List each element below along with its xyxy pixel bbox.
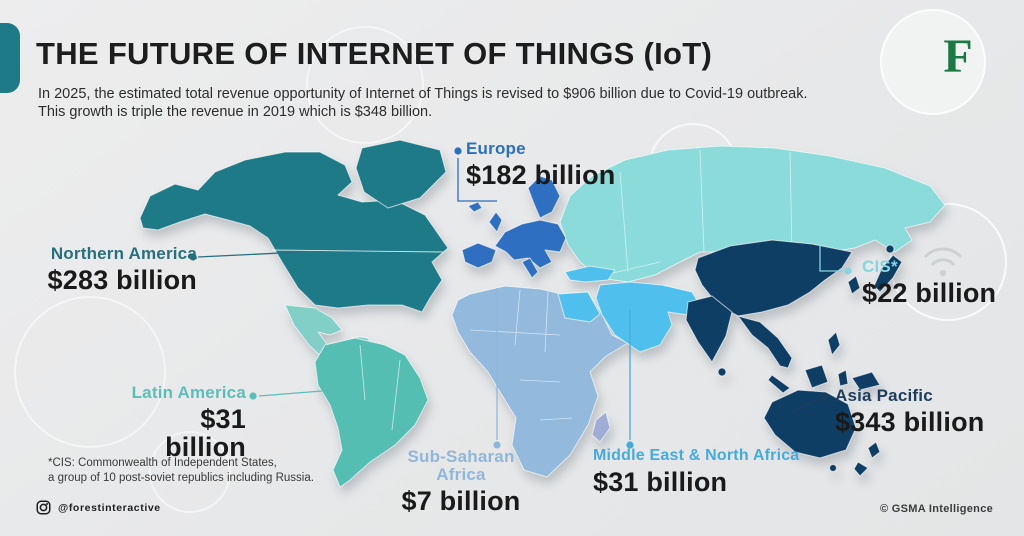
region-name: Middle East & North Africa: [593, 447, 800, 464]
region-europe: [461, 175, 567, 279]
region-asia-pacific: [685, 239, 903, 477]
region-cis: [559, 145, 946, 283]
region-value: $182 billion: [466, 159, 616, 190]
region-latin-america: [314, 337, 429, 488]
region-name: Latin America: [131, 383, 246, 402]
region-value: $283 billion: [47, 264, 197, 295]
label-middle-east-north-africa: Middle East & North Africa $31 billion: [593, 447, 800, 497]
region-name: Europe: [466, 139, 526, 158]
footnote-line-2: a group of 10 post-soviet republics incl…: [48, 471, 314, 484]
region-australia: [763, 389, 857, 459]
label-europe: Europe $182 billion: [466, 139, 616, 190]
label-latin-america: Latin America $31 billion: [118, 384, 246, 462]
page-subtitle: In 2025, the estimated total revenue opp…: [38, 86, 898, 121]
source-credit: © GSMA Intelligence: [880, 503, 994, 515]
region-new-zealand: [867, 441, 881, 459]
region-northern-america: [139, 139, 449, 313]
footer-social: @forestinteractive: [36, 500, 161, 515]
region-value: $22 billion: [862, 277, 997, 308]
region-japan: [873, 254, 903, 293]
region-middle-east-north-africa: [557, 265, 701, 353]
region-name: CIS*: [862, 257, 898, 276]
footnote-line-1: *CIS: Commonwealth of Independent States…: [48, 457, 277, 469]
label-northern-america: Northern America $283 billion: [40, 244, 197, 295]
instagram-handle: @forestinteractive: [58, 501, 161, 514]
subtitle-line-2: This growth is triple the revenue in 201…: [38, 103, 433, 120]
region-value: $343 billion: [835, 406, 985, 437]
region-name: Asia Pacific: [835, 386, 933, 405]
label-cis: CIS* $22 billion: [862, 257, 997, 308]
region-value: $7 billion: [401, 485, 521, 516]
label-sub-saharan-africa: Sub-Saharan Africa $7 billion: [385, 448, 537, 515]
label-connectors: [189, 147, 852, 449]
region-value: $31 billion: [593, 466, 728, 497]
region-greenland: [355, 139, 447, 209]
forest-logo: F: [943, 29, 973, 83]
page-title: THE FUTURE OF INTERNET OF THINGS (IoT): [36, 36, 713, 71]
region-name: Sub-Saharan Africa: [407, 447, 515, 484]
instagram-icon: [36, 500, 51, 515]
subtitle-line-1: In 2025, the estimated total revenue opp…: [38, 86, 808, 102]
region-madagascar: [591, 411, 611, 443]
region-value: $31 billion: [165, 403, 246, 463]
wifi-icon: [924, 247, 962, 277]
region-name: Northern America: [50, 244, 197, 263]
cis-footnote: *CIS: Commonwealth of Independent States…: [48, 456, 314, 486]
header-accent-tab: [0, 23, 20, 93]
label-asia-pacific: Asia Pacific $343 billion: [835, 386, 985, 437]
